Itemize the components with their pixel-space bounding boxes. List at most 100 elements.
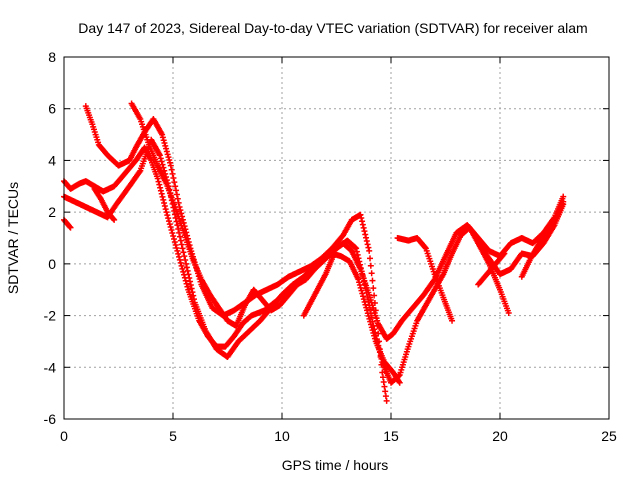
plot-frame <box>63 56 610 420</box>
data-point <box>371 292 378 299</box>
data-point <box>161 199 168 206</box>
data-point <box>187 278 194 285</box>
data-point <box>188 285 195 292</box>
data-point <box>505 309 512 316</box>
data-point <box>66 223 73 230</box>
data-point <box>365 313 372 320</box>
data-point <box>158 158 165 165</box>
data-point <box>169 230 176 237</box>
data-point <box>560 193 567 200</box>
data-point <box>166 156 173 163</box>
data-point <box>161 140 168 147</box>
data-point <box>357 261 364 268</box>
data-point <box>171 179 178 186</box>
data-points <box>61 100 567 404</box>
data-point <box>366 247 373 254</box>
data-point <box>364 307 371 314</box>
data-point <box>331 250 338 257</box>
data-point <box>189 289 196 296</box>
y-tick-label: 8 <box>48 49 56 65</box>
data-point <box>183 280 190 287</box>
data-point <box>184 267 191 274</box>
data-point <box>355 255 362 262</box>
data-point <box>369 277 376 284</box>
data-point <box>167 224 174 231</box>
data-point <box>157 155 164 162</box>
x-tick-label: 5 <box>169 428 177 444</box>
data-point <box>360 274 367 281</box>
data-point <box>363 234 370 241</box>
data-point <box>366 315 373 322</box>
data-point <box>356 258 363 265</box>
data-point <box>171 235 178 242</box>
data-point <box>552 215 559 222</box>
y-tick-label: -2 <box>44 308 57 324</box>
data-point <box>159 134 166 141</box>
data-point <box>358 268 365 275</box>
data-point <box>168 166 175 173</box>
data-point <box>169 170 176 177</box>
data-point <box>180 249 187 256</box>
data-point <box>367 255 374 262</box>
data-point <box>155 178 162 185</box>
data-point <box>357 265 364 272</box>
y-tick-label: -4 <box>44 359 57 375</box>
data-point <box>373 315 380 322</box>
data-point <box>361 298 368 305</box>
data-point <box>185 271 192 278</box>
data-point <box>362 285 369 292</box>
x-tick-label: 25 <box>601 428 617 444</box>
data-point <box>176 233 183 240</box>
data-point <box>371 332 378 339</box>
data-point <box>182 256 189 263</box>
series-4 <box>128 100 403 386</box>
x-axis-label: GPS time / hours <box>282 457 389 473</box>
data-point <box>170 175 177 182</box>
data-point <box>353 248 360 255</box>
data-point <box>173 191 180 198</box>
data-point <box>449 317 456 324</box>
data-point <box>165 218 172 225</box>
data-point <box>368 270 375 277</box>
data-point <box>364 241 371 248</box>
data-point <box>173 187 180 194</box>
data-point <box>171 238 178 245</box>
data-point <box>158 190 165 197</box>
series-11 <box>91 185 118 223</box>
data-point <box>179 245 186 252</box>
chart-title: Day 147 of 2023, Sidereal Day-to-day VTE… <box>78 20 587 36</box>
x-tick-label: 20 <box>492 428 508 444</box>
data-point <box>357 284 364 291</box>
data-point <box>360 296 367 303</box>
data-point <box>178 241 185 248</box>
y-tick-label: 2 <box>48 204 56 220</box>
data-point <box>396 379 403 386</box>
data-point <box>360 224 367 231</box>
data-point <box>159 131 166 138</box>
data-point <box>172 241 179 248</box>
data-point <box>161 203 168 210</box>
data-point <box>165 154 172 161</box>
x-tick-label: 15 <box>383 428 399 444</box>
data-point <box>167 162 174 169</box>
data-point <box>163 209 170 216</box>
data-point <box>162 206 169 213</box>
data-point <box>353 245 360 252</box>
data-point <box>162 142 169 149</box>
data-point <box>367 262 374 269</box>
data-point <box>159 161 166 168</box>
data-point <box>361 228 368 235</box>
series-6 <box>394 235 456 324</box>
data-point <box>184 283 191 290</box>
data-point <box>354 251 361 258</box>
data-point <box>362 231 369 238</box>
data-point <box>183 264 190 271</box>
data-point <box>176 253 183 260</box>
data-point <box>172 183 179 190</box>
data-point <box>110 215 117 222</box>
data-point <box>177 207 184 214</box>
data-point <box>173 244 180 251</box>
data-point <box>190 292 197 299</box>
data-point <box>501 250 508 257</box>
